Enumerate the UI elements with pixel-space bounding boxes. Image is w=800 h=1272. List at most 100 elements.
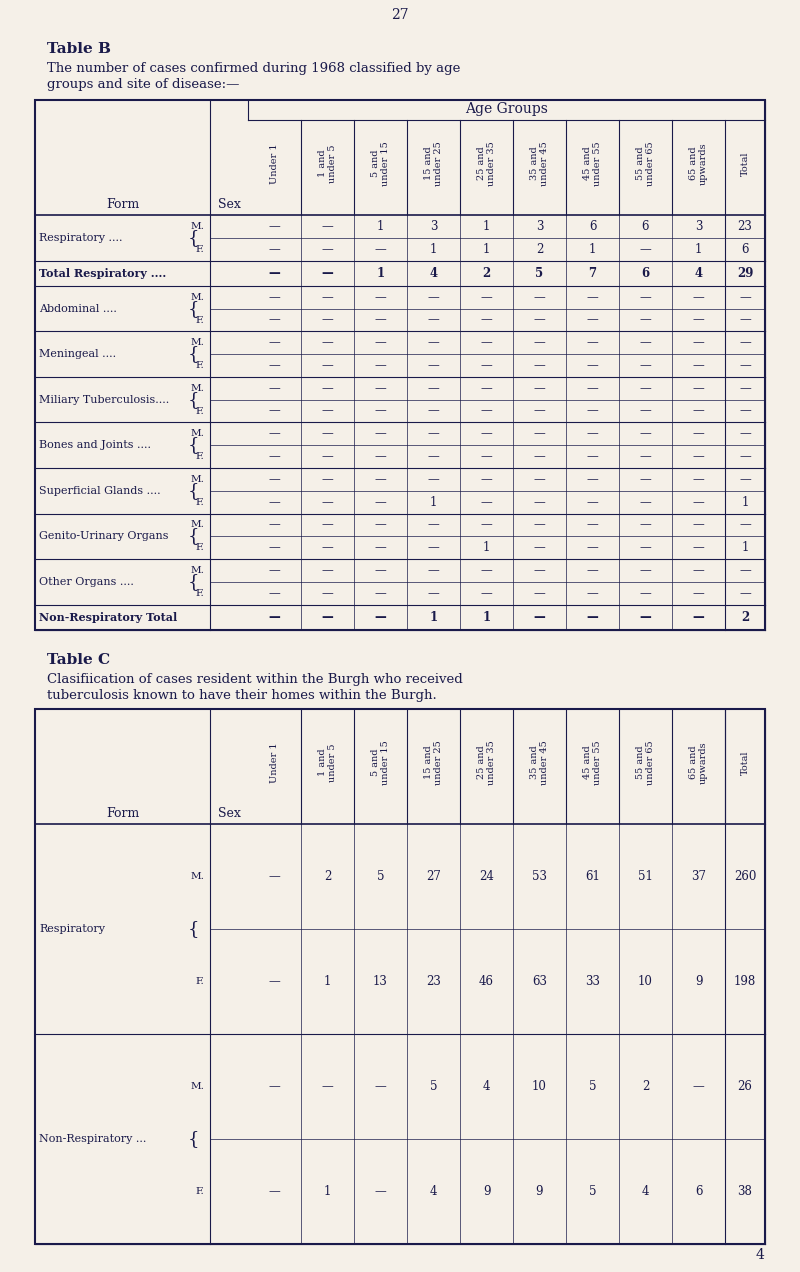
Text: 1 and
under 5: 1 and under 5 (318, 144, 338, 183)
Text: —: — (428, 473, 439, 486)
Text: —: — (269, 382, 280, 394)
Text: —: — (269, 450, 280, 463)
Text: M.: M. (190, 1082, 204, 1091)
Text: —: — (739, 291, 751, 304)
Text: 25 and
under 35: 25 and under 35 (477, 141, 496, 186)
Text: The number of cases confirmed during 1968 classified by age: The number of cases confirmed during 196… (47, 62, 460, 75)
Text: 2: 2 (536, 243, 543, 256)
Text: —: — (739, 359, 751, 373)
Text: —: — (374, 336, 386, 350)
Text: 4: 4 (430, 1186, 438, 1198)
Text: Bones and Joints ....: Bones and Joints .... (39, 440, 151, 450)
Text: —: — (640, 404, 651, 417)
Text: F.: F. (195, 361, 204, 370)
Text: —: — (481, 519, 492, 532)
Text: —: — (739, 473, 751, 486)
Text: —: — (322, 359, 334, 373)
Text: 2: 2 (642, 1080, 649, 1093)
Text: —: — (693, 496, 704, 509)
Text: 13: 13 (373, 976, 388, 988)
Text: —: — (640, 586, 651, 599)
Text: 55 and
under 65: 55 and under 65 (636, 740, 655, 785)
Text: 10: 10 (532, 1080, 547, 1093)
Text: Superficial Glands ....: Superficial Glands .... (39, 486, 161, 496)
Text: —: — (586, 427, 598, 440)
Text: 45 and
under 55: 45 and under 55 (582, 141, 602, 186)
Text: 6: 6 (642, 220, 650, 233)
Text: 45 and
under 55: 45 and under 55 (582, 740, 602, 785)
Text: —: — (374, 1186, 386, 1198)
Text: —: — (428, 586, 439, 599)
Text: —: — (322, 450, 334, 463)
Text: —: — (693, 359, 704, 373)
Text: —: — (374, 450, 386, 463)
Text: 1: 1 (483, 220, 490, 233)
Text: 6: 6 (694, 1186, 702, 1198)
Text: groups and site of disease:—: groups and site of disease:— (47, 78, 239, 92)
Text: —: — (322, 519, 334, 532)
Text: 2: 2 (324, 870, 331, 883)
Text: —: — (693, 541, 704, 555)
Text: 35 and
under 45: 35 and under 45 (530, 740, 550, 785)
Text: —: — (428, 314, 439, 327)
Text: —: — (586, 450, 598, 463)
Text: —: — (534, 496, 546, 509)
Text: —: — (481, 404, 492, 417)
Text: —: — (739, 427, 751, 440)
Text: —: — (693, 586, 704, 599)
Text: —: — (586, 541, 598, 555)
Text: —: — (534, 427, 546, 440)
Text: F.: F. (195, 589, 204, 598)
Text: Total Respiratory ....: Total Respiratory .... (39, 267, 166, 279)
Text: 9: 9 (482, 1186, 490, 1198)
Text: 260: 260 (734, 870, 756, 883)
Text: —: — (693, 336, 704, 350)
Text: 3: 3 (430, 220, 438, 233)
Text: —: — (374, 291, 386, 304)
Text: 9: 9 (536, 1186, 543, 1198)
Text: 1 and
under 5: 1 and under 5 (318, 743, 338, 782)
Text: —: — (693, 563, 704, 577)
Text: 26: 26 (738, 1080, 753, 1093)
Text: —: — (586, 359, 598, 373)
Text: —: — (374, 519, 386, 532)
Text: —: — (640, 359, 651, 373)
Text: {: { (188, 436, 199, 454)
Text: 2: 2 (482, 267, 490, 280)
Text: Sex: Sex (218, 198, 241, 211)
Text: Total: Total (741, 750, 750, 775)
Text: —: — (269, 611, 280, 623)
Text: {: { (188, 345, 199, 364)
Text: —: — (269, 586, 280, 599)
Text: F.: F. (195, 497, 204, 506)
Text: 6: 6 (742, 243, 749, 256)
Text: —: — (269, 563, 280, 577)
Text: —: — (428, 336, 439, 350)
Text: —: — (640, 450, 651, 463)
Text: M.: M. (190, 221, 204, 232)
Text: M.: M. (190, 293, 204, 301)
Text: —: — (693, 611, 704, 623)
Text: —: — (739, 563, 751, 577)
Text: 1: 1 (324, 1186, 331, 1198)
Text: 5: 5 (535, 267, 543, 280)
Text: F.: F. (195, 1187, 204, 1196)
Text: 5 and
under 15: 5 and under 15 (371, 141, 390, 186)
Text: M.: M. (190, 384, 204, 393)
Text: —: — (428, 541, 439, 555)
Text: —: — (481, 359, 492, 373)
Text: Abdominal ....: Abdominal .... (39, 304, 117, 314)
Text: 33: 33 (585, 976, 600, 988)
Text: 3: 3 (694, 220, 702, 233)
Text: —: — (481, 336, 492, 350)
Text: —: — (586, 382, 598, 394)
Text: 38: 38 (738, 1186, 753, 1198)
Text: —: — (693, 1080, 704, 1093)
Text: —: — (322, 586, 334, 599)
Text: 1: 1 (430, 611, 438, 623)
Text: —: — (322, 336, 334, 350)
Text: Under 1: Under 1 (270, 742, 279, 782)
Text: 53: 53 (532, 870, 547, 883)
Text: —: — (269, 976, 280, 988)
Text: —: — (481, 382, 492, 394)
